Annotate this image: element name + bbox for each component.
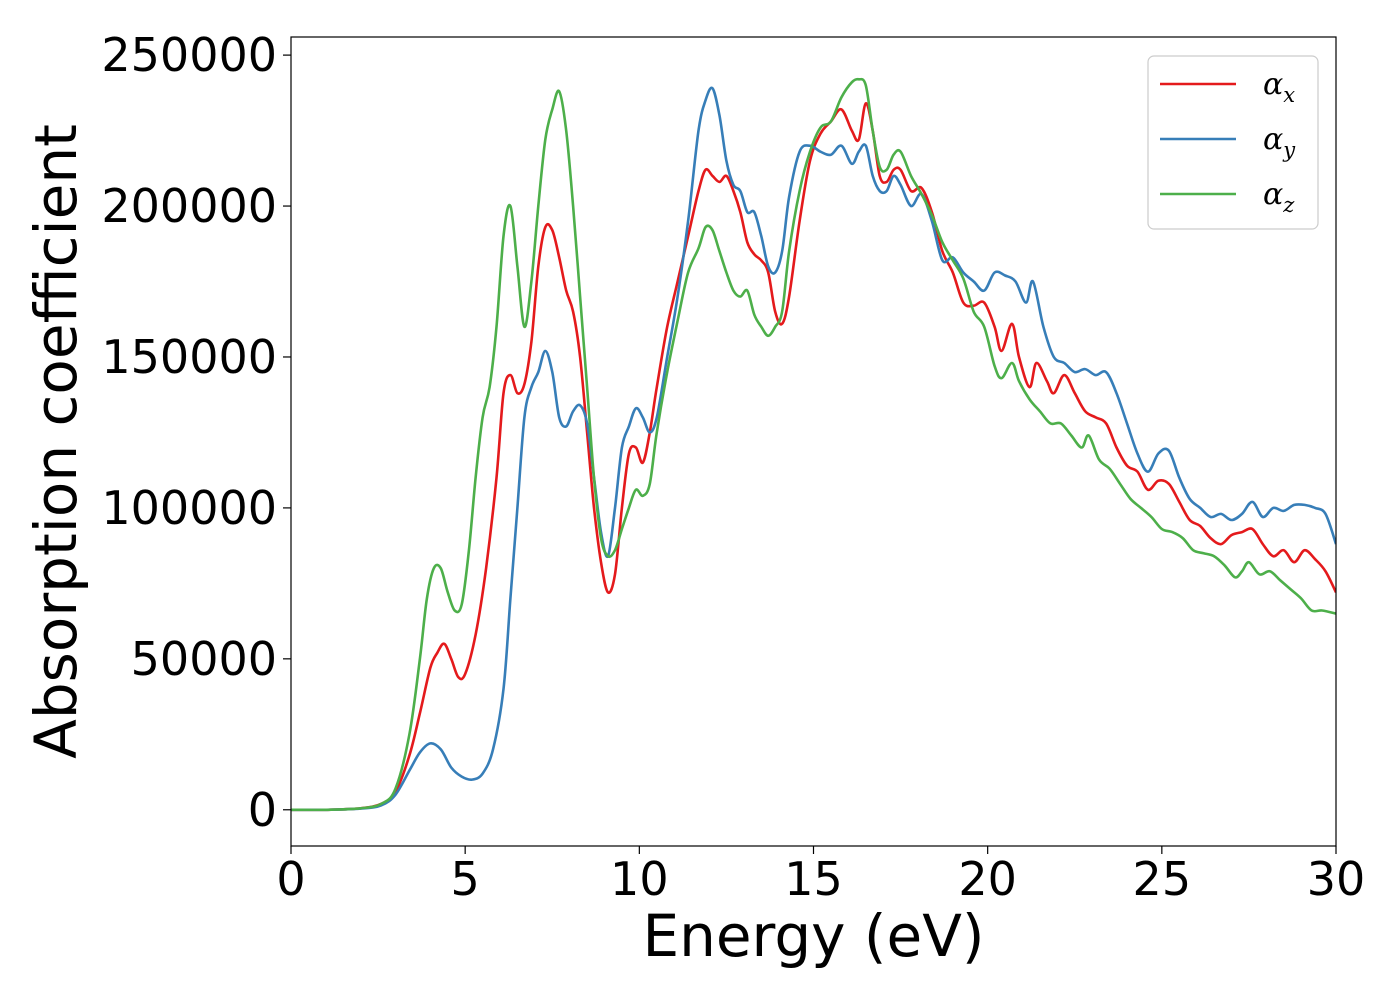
- legend-label-subscript: z: [1282, 193, 1295, 217]
- series-layer: [291, 77, 1336, 812]
- series-line-x: [291, 102, 1336, 812]
- legend-label-base: α: [1263, 67, 1283, 102]
- x-tick-label: 30: [1307, 852, 1366, 906]
- y-tick-label: 50000: [131, 632, 277, 686]
- x-axis-label: Energy (eV): [642, 902, 984, 970]
- y-tick-label: 150000: [101, 330, 277, 384]
- x-tick-label: 15: [784, 852, 843, 906]
- x-tick-label: 0: [276, 852, 305, 906]
- x-tick-label: 25: [1133, 852, 1192, 906]
- y-axis-label: Absorption coefficient: [22, 124, 90, 759]
- x-axis-ticks: 0 5 10 15 20 25 30: [276, 846, 1365, 906]
- y-tick-label: 100000: [101, 481, 277, 535]
- legend-label-y: αy: [1263, 122, 1296, 162]
- legend-label-z: αz: [1263, 177, 1295, 217]
- legend-label-base: α: [1263, 122, 1283, 157]
- series-line-z: [291, 77, 1336, 812]
- legend-box: [1147, 55, 1319, 230]
- y-tick-label: 0: [248, 783, 277, 837]
- x-tick-label: 5: [451, 852, 480, 906]
- legend-label-x: αx: [1263, 67, 1295, 107]
- x-tick-label: 20: [958, 852, 1017, 906]
- y-tick-label: 200000: [101, 179, 277, 233]
- series-line-y: [291, 86, 1336, 812]
- y-tick-label: 250000: [101, 28, 277, 82]
- legend-label-subscript: x: [1283, 83, 1295, 107]
- legend-label-base: α: [1263, 177, 1283, 212]
- legend-label-subscript: y: [1282, 138, 1296, 162]
- x-tick-label: 10: [610, 852, 669, 906]
- y-axis-ticks: 0 50000 100000 150000 200000 250000: [101, 28, 291, 837]
